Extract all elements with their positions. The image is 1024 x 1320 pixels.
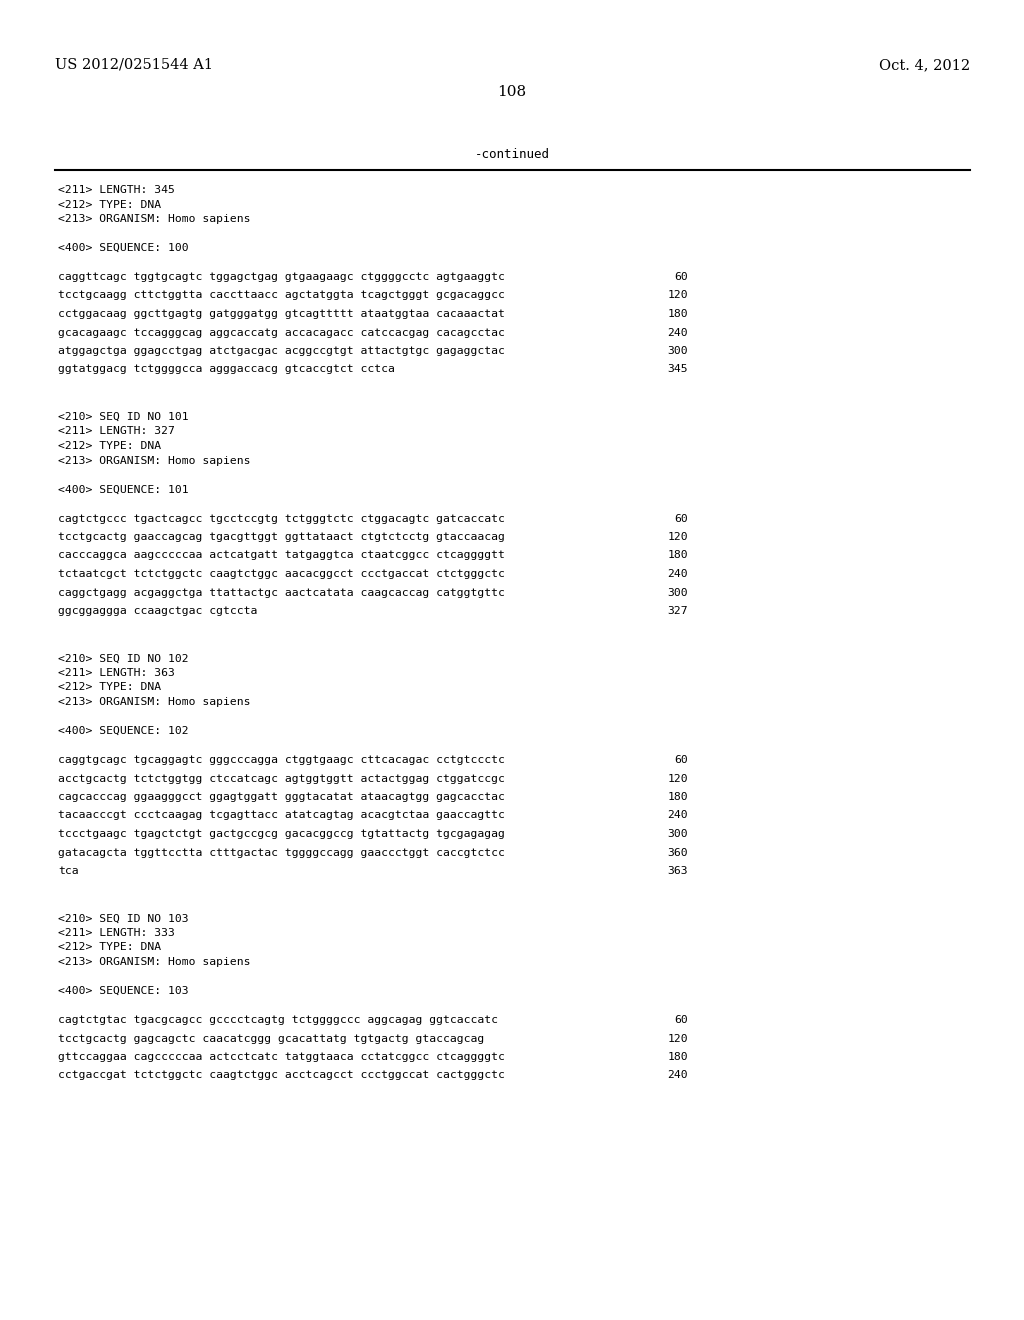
Text: 60: 60	[674, 1015, 688, 1026]
Text: tctaatcgct tctctggctc caagtctggc aacacggcct ccctgaccat ctctgggctc: tctaatcgct tctctggctc caagtctggc aacacgg…	[58, 569, 505, 579]
Text: 300: 300	[668, 346, 688, 356]
Text: <210> SEQ ID NO 101: <210> SEQ ID NO 101	[58, 412, 188, 422]
Text: tcctgcactg gagcagctc caacatcggg gcacattatg tgtgactg gtaccagcag: tcctgcactg gagcagctc caacatcggg gcacatta…	[58, 1034, 484, 1044]
Text: ggcggaggga ccaagctgac cgtccta: ggcggaggga ccaagctgac cgtccta	[58, 606, 257, 616]
Text: 120: 120	[668, 532, 688, 543]
Text: -continued: -continued	[474, 148, 550, 161]
Text: <400> SEQUENCE: 100: <400> SEQUENCE: 100	[58, 243, 188, 253]
Text: acctgcactg tctctggtgg ctccatcagc agtggtggtt actactggag ctggatccgc: acctgcactg tctctggtgg ctccatcagc agtggtg…	[58, 774, 505, 784]
Text: <211> LENGTH: 345: <211> LENGTH: 345	[58, 185, 175, 195]
Text: 240: 240	[668, 569, 688, 579]
Text: 345: 345	[668, 364, 688, 375]
Text: 300: 300	[668, 587, 688, 598]
Text: 60: 60	[674, 272, 688, 282]
Text: tcctgcactg gaaccagcag tgacgttggt ggttataact ctgtctcctg gtaccaacag: tcctgcactg gaaccagcag tgacgttggt ggttata…	[58, 532, 505, 543]
Text: caggtgcagc tgcaggagtc gggcccagga ctggtgaagc cttcacagac cctgtccctc: caggtgcagc tgcaggagtc gggcccagga ctggtga…	[58, 755, 505, 766]
Text: 120: 120	[668, 290, 688, 301]
Text: ggtatggacg tctggggcca agggaccacg gtcaccgtct cctca: ggtatggacg tctggggcca agggaccacg gtcaccg…	[58, 364, 395, 375]
Text: caggttcagc tggtgcagtc tggagctgag gtgaagaagc ctggggcctc agtgaaggtc: caggttcagc tggtgcagtc tggagctgag gtgaaga…	[58, 272, 505, 282]
Text: <400> SEQUENCE: 103: <400> SEQUENCE: 103	[58, 986, 188, 997]
Text: <210> SEQ ID NO 103: <210> SEQ ID NO 103	[58, 913, 188, 924]
Text: <213> ORGANISM: Homo sapiens: <213> ORGANISM: Homo sapiens	[58, 214, 251, 224]
Text: atggagctga ggagcctgag atctgacgac acggccgtgt attactgtgc gagaggctac: atggagctga ggagcctgag atctgacgac acggccg…	[58, 346, 505, 356]
Text: <400> SEQUENCE: 101: <400> SEQUENCE: 101	[58, 484, 188, 495]
Text: 60: 60	[674, 755, 688, 766]
Text: <210> SEQ ID NO 102: <210> SEQ ID NO 102	[58, 653, 188, 664]
Text: cacccaggca aagcccccaa actcatgatt tatgaggtca ctaatcggcc ctcaggggtt: cacccaggca aagcccccaa actcatgatt tatgagg…	[58, 550, 505, 561]
Text: cagtctgccc tgactcagcc tgcctccgtg tctgggtctc ctggacagtc gatcaccatc: cagtctgccc tgactcagcc tgcctccgtg tctgggt…	[58, 513, 505, 524]
Text: US 2012/0251544 A1: US 2012/0251544 A1	[55, 58, 213, 73]
Text: 60: 60	[674, 513, 688, 524]
Text: 120: 120	[668, 1034, 688, 1044]
Text: tcctgcaagg cttctggtta caccttaacc agctatggta tcagctgggt gcgacaggcc: tcctgcaagg cttctggtta caccttaacc agctatg…	[58, 290, 505, 301]
Text: 180: 180	[668, 550, 688, 561]
Text: cagtctgtac tgacgcagcc gcccctcagtg tctggggccc aggcagag ggtcaccatc: cagtctgtac tgacgcagcc gcccctcagtg tctggg…	[58, 1015, 498, 1026]
Text: <212> TYPE: DNA: <212> TYPE: DNA	[58, 199, 161, 210]
Text: <213> ORGANISM: Homo sapiens: <213> ORGANISM: Homo sapiens	[58, 455, 251, 466]
Text: gcacagaagc tccagggcag aggcaccatg accacagacc catccacgag cacagcctac: gcacagaagc tccagggcag aggcaccatg accacag…	[58, 327, 505, 338]
Text: 180: 180	[668, 1052, 688, 1063]
Text: 180: 180	[668, 309, 688, 319]
Text: Oct. 4, 2012: Oct. 4, 2012	[879, 58, 970, 73]
Text: 240: 240	[668, 1071, 688, 1081]
Text: 240: 240	[668, 810, 688, 821]
Text: gatacagcta tggttcctta ctttgactac tggggccagg gaaccctggt caccgtctcc: gatacagcta tggttcctta ctttgactac tggggcc…	[58, 847, 505, 858]
Text: 240: 240	[668, 327, 688, 338]
Text: <212> TYPE: DNA: <212> TYPE: DNA	[58, 942, 161, 953]
Text: tca: tca	[58, 866, 79, 876]
Text: 300: 300	[668, 829, 688, 840]
Text: tacaacccgt ccctcaagag tcgagttacc atatcagtag acacgtctaa gaaccagttc: tacaacccgt ccctcaagag tcgagttacc atatcag…	[58, 810, 505, 821]
Text: 180: 180	[668, 792, 688, 803]
Text: 120: 120	[668, 774, 688, 784]
Text: 108: 108	[498, 84, 526, 99]
Text: <211> LENGTH: 327: <211> LENGTH: 327	[58, 426, 175, 437]
Text: <213> ORGANISM: Homo sapiens: <213> ORGANISM: Homo sapiens	[58, 697, 251, 708]
Text: 360: 360	[668, 847, 688, 858]
Text: <211> LENGTH: 333: <211> LENGTH: 333	[58, 928, 175, 939]
Text: tccctgaagc tgagctctgt gactgccgcg gacacggccg tgtattactg tgcgagagag: tccctgaagc tgagctctgt gactgccgcg gacacgg…	[58, 829, 505, 840]
Text: <400> SEQUENCE: 102: <400> SEQUENCE: 102	[58, 726, 188, 737]
Text: 327: 327	[668, 606, 688, 616]
Text: <212> TYPE: DNA: <212> TYPE: DNA	[58, 441, 161, 451]
Text: 363: 363	[668, 866, 688, 876]
Text: cctgaccgat tctctggctc caagtctggc acctcagcct ccctggccat cactgggctc: cctgaccgat tctctggctc caagtctggc acctcag…	[58, 1071, 505, 1081]
Text: <211> LENGTH: 363: <211> LENGTH: 363	[58, 668, 175, 678]
Text: <213> ORGANISM: Homo sapiens: <213> ORGANISM: Homo sapiens	[58, 957, 251, 968]
Text: cctggacaag ggcttgagtg gatgggatgg gtcagttttt ataatggtaa cacaaactat: cctggacaag ggcttgagtg gatgggatgg gtcagtt…	[58, 309, 505, 319]
Text: cagcacccag ggaagggcct ggagtggatt gggtacatat ataacagtgg gagcacctac: cagcacccag ggaagggcct ggagtggatt gggtaca…	[58, 792, 505, 803]
Text: <212> TYPE: DNA: <212> TYPE: DNA	[58, 682, 161, 693]
Text: caggctgagg acgaggctga ttattactgc aactcatata caagcaccag catggtgttc: caggctgagg acgaggctga ttattactgc aactcat…	[58, 587, 505, 598]
Text: gttccaggaa cagcccccaa actcctcatc tatggtaaca cctatcggcc ctcaggggtc: gttccaggaa cagcccccaa actcctcatc tatggta…	[58, 1052, 505, 1063]
